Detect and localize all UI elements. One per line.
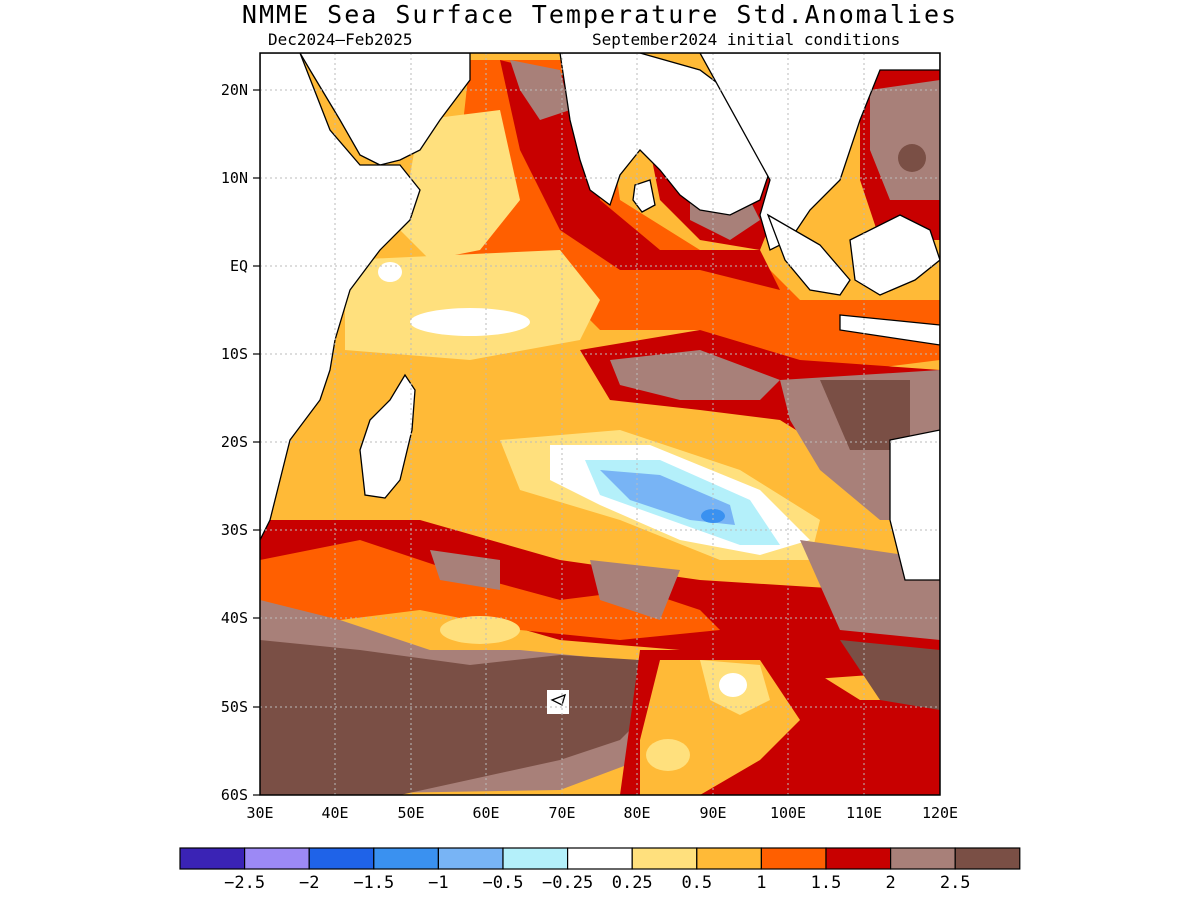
figure-title: NMME Sea Surface Temperature Std.Anomali… xyxy=(241,0,959,29)
gridlines xyxy=(260,53,940,795)
lon-label: 40E xyxy=(321,804,348,822)
colorbar-swatch xyxy=(954,847,1021,870)
lat-label: 20N xyxy=(221,81,248,99)
colorbar-swatch xyxy=(760,847,827,870)
lon-label: 90E xyxy=(699,804,726,822)
colorbar-label: −1.5 xyxy=(353,873,394,893)
colorbar-swatch xyxy=(631,847,698,870)
lon-label: 50E xyxy=(397,804,424,822)
colorbar-label: −2.5 xyxy=(224,873,265,893)
colorbar-swatch xyxy=(244,847,310,870)
lat-label: 10S xyxy=(221,345,248,363)
lat-label: 10N xyxy=(221,169,248,187)
anomaly-0p5-southern xyxy=(440,616,520,644)
anomaly-2p5-southern-2 xyxy=(590,560,680,620)
lat-label: 50S xyxy=(221,698,248,716)
colorbar-label: −0.25 xyxy=(542,873,593,893)
colorbar-swatch xyxy=(889,847,956,870)
lat-label: 20S xyxy=(221,433,248,451)
land-africa xyxy=(260,53,421,541)
colorbar-label: 2.5 xyxy=(940,873,971,893)
colorbar-label: −2 xyxy=(299,873,319,893)
colorbar-swatch xyxy=(566,847,633,870)
colorbar-label: −1 xyxy=(428,873,448,893)
colorbar-swatch xyxy=(825,847,892,870)
lon-label: 100E xyxy=(770,804,806,822)
anomaly-2p5-central xyxy=(610,350,780,400)
colorbar-label: 2 xyxy=(885,873,895,893)
anomaly-high-southern-ocean xyxy=(260,640,660,795)
anomaly-2p5-southern-1 xyxy=(430,550,500,590)
colorbar-swatch xyxy=(373,847,439,870)
anomaly-field xyxy=(260,53,940,795)
anomaly-2p5-maritime xyxy=(870,80,940,200)
colorbar-swatch xyxy=(502,847,569,870)
forecast-period: Dec2024–Feb2025 xyxy=(268,30,413,49)
land-arabia xyxy=(260,53,471,166)
colorbar-label: −0.5 xyxy=(483,873,524,893)
anomaly-0p5-arabian xyxy=(400,110,520,260)
anomaly-neutral-southern-east xyxy=(719,673,747,697)
lon-label: 70E xyxy=(548,804,575,822)
colorbar-label: 1 xyxy=(756,873,766,893)
land-southeast-asia xyxy=(699,53,940,251)
land-madagascar xyxy=(359,373,416,499)
anomaly-m1-south xyxy=(701,509,725,523)
anomaly-0p5-equator xyxy=(345,250,600,360)
map-frame xyxy=(259,52,941,796)
lat-label: 40S xyxy=(221,609,248,627)
anomaly-high-se xyxy=(820,380,910,450)
colorbar: −2.5 −2 −1.5 −1 −0.5 −0.25 0.25 0.5 1 1.5 2 2.5 xyxy=(179,847,1021,893)
lon-label: 120E xyxy=(922,804,958,822)
land-borneo xyxy=(849,214,940,296)
colorbar-label: 0.5 xyxy=(681,873,712,893)
anomaly-m0p5-south xyxy=(600,470,735,525)
lon-label: 80E xyxy=(623,804,650,822)
lat-label: EQ xyxy=(230,257,248,275)
colorbar-label: 1.5 xyxy=(811,873,842,893)
lon-label: 60E xyxy=(472,804,499,822)
anomaly-low-equator xyxy=(410,308,530,336)
anomaly-0p5-southern-east-2 xyxy=(646,739,690,771)
colorbar-swatch xyxy=(179,847,246,870)
lat-label: 30S xyxy=(221,521,248,539)
lon-label: 30E xyxy=(246,804,273,822)
anomaly-low-equator-2 xyxy=(378,262,402,282)
land-australia xyxy=(889,429,940,581)
anomaly-high-southern-east xyxy=(840,640,940,710)
lat-label: 60S xyxy=(221,786,248,804)
colorbar-swatch xyxy=(696,847,762,870)
land-java xyxy=(839,314,940,346)
lon-label: 110E xyxy=(846,804,882,822)
colorbar-swatch xyxy=(437,847,504,870)
land-kerguelen xyxy=(547,690,569,714)
initial-conditions: September2024 initial conditions xyxy=(592,30,901,49)
land-sri-lanka xyxy=(632,179,656,213)
colorbar-label: 0.25 xyxy=(612,873,653,893)
colorbar-swatch xyxy=(308,847,375,870)
anomaly-1p5-southern xyxy=(260,540,720,640)
anomaly-high-maritime xyxy=(898,144,926,172)
